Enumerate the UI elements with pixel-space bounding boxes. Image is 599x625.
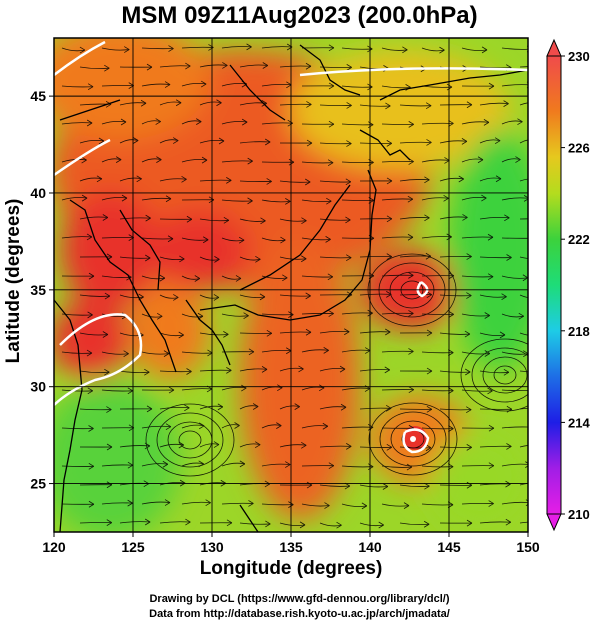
colorbar-tick-label: 214 (568, 415, 590, 430)
colorbar-tick-label: 218 (568, 324, 590, 339)
colorbar-min-arrow (546, 513, 562, 532)
map-title: MSM 09Z11Aug2023 (200.0hPa) (121, 2, 478, 29)
colorbar-max-arrow (546, 38, 562, 57)
x-tick-label: 140 (358, 539, 382, 555)
y-axis-label: Latitude (degrees) (3, 198, 24, 364)
x-axis: 120 125 130 135 140 145 150 (42, 532, 540, 555)
graticule (54, 38, 528, 532)
y-tick-label: 25 (30, 476, 46, 492)
x-tick-label: 120 (42, 539, 66, 555)
contour-lines (54, 40, 528, 454)
x-axis-label: Longitude (degrees) (199, 558, 383, 579)
y-axis: 25 30 35 40 45 (30, 88, 54, 492)
x-tick-label: 135 (279, 539, 303, 555)
coastlines (54, 44, 528, 532)
y-tick-label: 40 (30, 185, 46, 201)
footer-credit: Drawing by DCL (https://www.gfd-dennou.o… (149, 593, 450, 605)
x-tick-label: 150 (516, 539, 540, 555)
x-tick-label: 145 (437, 539, 461, 555)
x-tick-label: 130 (200, 539, 224, 555)
colorbar-tick-label: 210 (568, 507, 590, 522)
colorbar-tick-label: 222 (568, 232, 590, 247)
colorbar-tick-label: 230 (568, 49, 590, 64)
colorbar-body (546, 55, 562, 515)
x-tick-label: 125 (121, 539, 145, 555)
footer-source: Data from http://database.rish.kyoto-u.a… (149, 608, 450, 620)
colorbar: 230 226 222 218 214 210 (546, 38, 590, 532)
colorbar-tick-label: 226 (568, 141, 590, 156)
y-tick-label: 45 (30, 88, 46, 104)
y-tick-label: 35 (30, 282, 46, 298)
y-tick-label: 30 (30, 379, 46, 395)
